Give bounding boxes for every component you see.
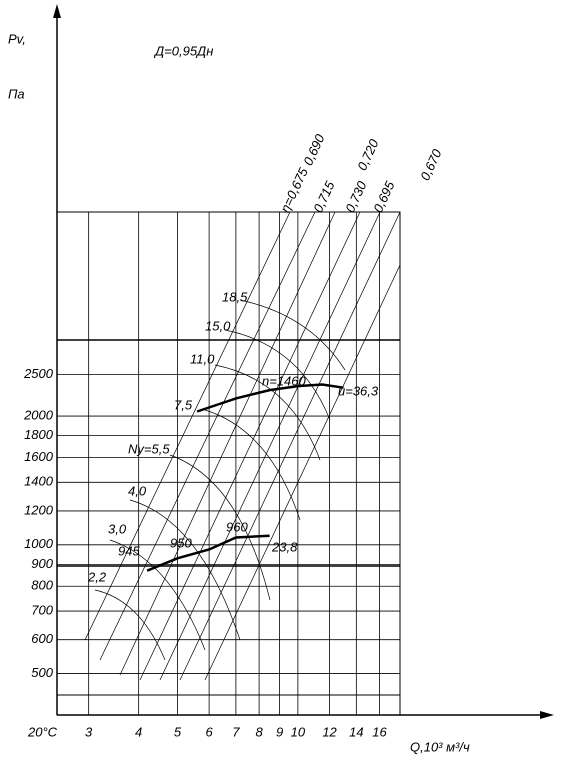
x-axis-label: Q,10³ м³/ч [410, 739, 470, 754]
x-tick-label: 9 [276, 724, 283, 739]
x-tick-label: 16 [372, 724, 387, 739]
efficiency-label: η=0,675 [277, 165, 311, 215]
speed-label: 960 [226, 519, 248, 534]
power-label: 7,5 [174, 397, 193, 412]
efficiency-label: 0,730 [342, 178, 370, 215]
power-isolines [94, 299, 346, 661]
power-label: 11,0 [190, 351, 215, 366]
y-tick-label: 1200 [24, 502, 54, 517]
x-tick-label: 4 [135, 724, 142, 739]
power-label: Ny=5,5 [128, 441, 170, 456]
efficiency-label: 0,715 [310, 178, 338, 215]
efficiency-label: 0,670 [417, 146, 445, 183]
power-label: 18,5 [222, 289, 248, 304]
speed-label: 945 [118, 543, 140, 558]
power-label: 3,0 [108, 521, 127, 536]
y-tick-label: 900 [31, 556, 53, 571]
velocity-label: u=36,3 [338, 383, 379, 398]
speed-label: n=1460 [262, 373, 307, 388]
x-tick-label: 14 [349, 724, 363, 739]
x-tick-label: 3 [85, 724, 93, 739]
speed-label: 950 [170, 535, 192, 550]
y-axis-unit: Па [8, 86, 25, 101]
y-tick-label: 1600 [24, 449, 54, 464]
y-tick-label: 2000 [23, 407, 54, 422]
chart-title: Д=0,95Дн [153, 43, 213, 58]
x-tick-label: 6 [205, 724, 213, 739]
x-tick-label: 12 [322, 724, 337, 739]
velocity-label: 23,8 [271, 539, 298, 554]
x-tick-label: 8 [255, 724, 263, 739]
y-tick-label: 500 [31, 665, 53, 680]
y-tick-label: 700 [31, 602, 53, 617]
operating-curve [196, 383, 344, 413]
y-tick-label: 1400 [24, 474, 54, 489]
x-tick-label: 7 [232, 724, 240, 739]
power-label: 15,0 [205, 318, 231, 333]
operating-curve [146, 534, 270, 572]
y-tick-label: 2500 [23, 366, 54, 381]
y-tick-label: 1000 [24, 536, 54, 551]
y-tick-label: 800 [31, 578, 53, 593]
power-label: 2,2 [87, 569, 107, 584]
x-arrow [540, 711, 554, 719]
y-tick-label: 1800 [24, 427, 54, 442]
efficiency-label: 0,695 [370, 178, 398, 215]
plot-frame [56, 211, 401, 716]
x-tick-label: 5 [174, 724, 182, 739]
x-tick-label: 10 [291, 724, 306, 739]
power-label: 4,0 [128, 483, 147, 498]
y-axis-symbol: Pv, [8, 31, 26, 46]
efficiency-label: 0,720 [354, 136, 382, 173]
y-arrow [53, 4, 61, 18]
efficiency-label: 0,690 [300, 131, 328, 168]
temperature-label: 20°C [27, 724, 58, 739]
y-tick-label: 600 [31, 631, 53, 646]
